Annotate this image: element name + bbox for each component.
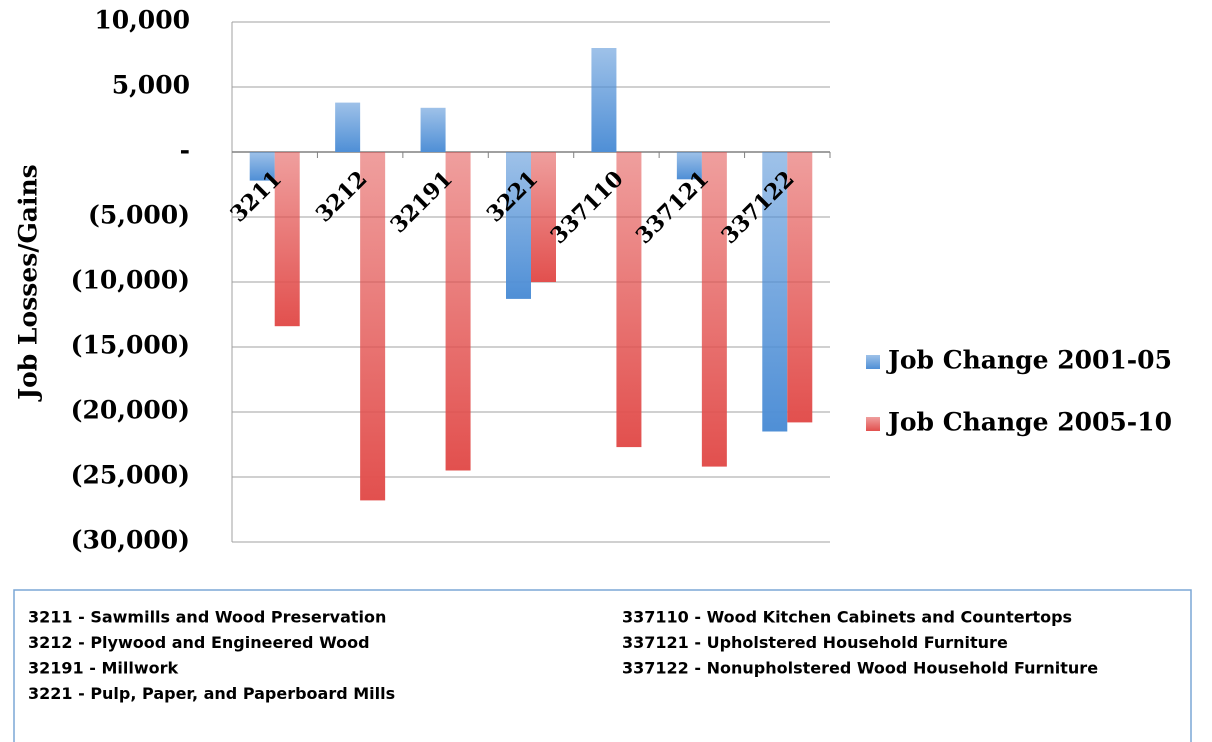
y-tick-label: 5,000	[112, 71, 190, 100]
bar	[762, 152, 788, 432]
bar	[616, 152, 642, 448]
x-tick-label: 337121	[631, 166, 714, 249]
bar	[335, 102, 361, 152]
bar	[787, 152, 813, 423]
bar	[249, 152, 275, 181]
bar	[676, 152, 702, 180]
bar	[531, 152, 556, 282]
bar	[445, 152, 471, 471]
notes-box	[13, 589, 1192, 742]
note-text: 337121 - Upholstered Household Furniture	[622, 633, 1008, 652]
y-tick-label: -	[180, 136, 190, 165]
legend-label: Job Change 2005-10	[886, 408, 1172, 437]
y-tick-label: (15,000)	[71, 331, 190, 360]
bar	[701, 152, 727, 467]
legend-label: Job Change 2001-05	[886, 346, 1172, 375]
y-axis-label: Job Losses/Gains	[14, 164, 43, 402]
legend-swatch	[866, 355, 880, 369]
note-text: 3211 - Sawmills and Wood Preservation	[28, 608, 386, 627]
y-tick-label: (20,000)	[71, 396, 190, 425]
bar	[591, 48, 617, 152]
note-text: 3221 - Pulp, Paper, and Paperboard Mills	[28, 684, 395, 703]
y-tick-label: (10,000)	[71, 266, 190, 295]
y-tick-label: (25,000)	[71, 461, 190, 490]
note-text: 337122 - Nonupholstered Wood Household F…	[622, 659, 1098, 678]
y-tick-label: (5,000)	[88, 201, 190, 230]
bar	[360, 152, 386, 501]
y-tick-label: (30,000)	[71, 526, 190, 555]
legend-swatch	[866, 417, 880, 431]
x-tick-label: 337110	[545, 166, 628, 249]
bar	[274, 152, 300, 327]
bar	[506, 152, 531, 299]
y-tick-label: 10,000	[94, 6, 190, 35]
note-text: 32191 - Millwork	[28, 659, 178, 678]
note-text: 3212 - Plywood and Engineered Wood	[28, 633, 370, 652]
note-text: 337110 - Wood Kitchen Cabinets and Count…	[622, 608, 1072, 627]
bar	[420, 107, 446, 152]
